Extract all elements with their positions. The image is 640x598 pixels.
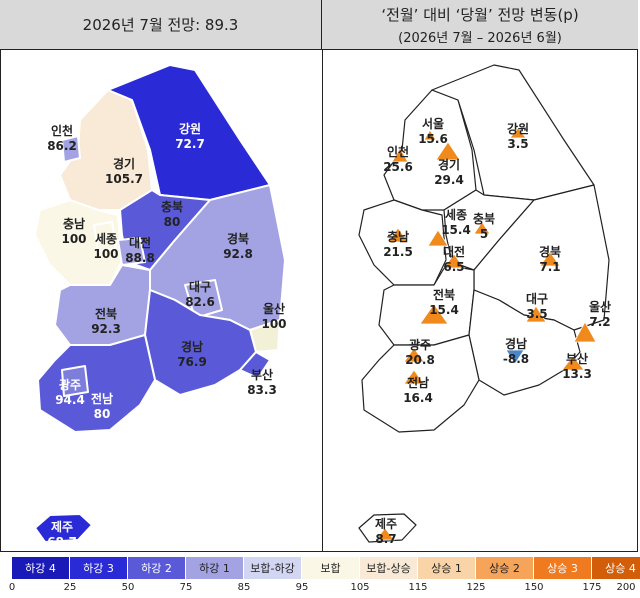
label-jeju: 제주 68.7 xyxy=(47,520,77,549)
region-daegu xyxy=(184,279,223,319)
legend: 하강 4 하강 3 하강 2 하강 1 보합-하강 보합 보합-상승 상승 1 … xyxy=(12,557,640,579)
marker-gyeonggi xyxy=(435,141,461,161)
left-panel-title: 2026년 7월 전망: 89.3 xyxy=(82,16,239,34)
legend-tick: 25 xyxy=(63,582,77,593)
marker-gyeongnam xyxy=(505,349,525,365)
legend-tick: 115 xyxy=(408,582,428,593)
legend-tick: 150 xyxy=(524,582,544,593)
label-daejeon: 대전 88.8 xyxy=(125,236,155,265)
rlabel-jeju: 제주 8.7 xyxy=(374,517,398,546)
marker-ulsan xyxy=(573,321,597,343)
label-chungbuk: 충북 80 xyxy=(160,200,184,229)
label-incheon: 인천 86.2 xyxy=(47,124,77,153)
right-change-map xyxy=(358,64,610,543)
legend-tick: 50 xyxy=(121,582,135,593)
legend-tick: 75 xyxy=(179,582,193,593)
right-region-jeju xyxy=(358,513,417,543)
marker-busan xyxy=(561,355,585,371)
marker-jeonnam xyxy=(403,369,425,385)
legend-tick: 95 xyxy=(295,582,309,593)
label-ulsan: 울산 100 xyxy=(261,302,287,331)
label-jeonnam: 전남 80 xyxy=(90,392,114,421)
rlabel-ulsan: 울산 7.2 xyxy=(588,300,612,329)
label-gwangju: 광주 94.4 xyxy=(55,378,85,407)
label-busan: 부산 83.3 xyxy=(247,368,277,397)
label-gyeonggi: 경기 105.7 xyxy=(105,157,143,186)
right-panel-subtitle: (2026년 7월 – 2026년 6월) xyxy=(398,30,562,46)
legend-item: 하강 2 xyxy=(128,557,186,579)
rlabel-chungnam: 충남 21.5 xyxy=(383,230,413,259)
marker-daegu xyxy=(525,305,547,323)
right-panel-header: ‘전월’ 대비 ‘당월’ 전망 변동(p) (2026년 7월 – 2026년 … xyxy=(322,0,638,50)
region-chungnam xyxy=(34,199,123,286)
rlabel-gwangju: 광주 20.8 xyxy=(405,338,435,367)
label-sejong: 세종 100 xyxy=(93,232,119,261)
legend-item: 하강 1 xyxy=(186,557,244,579)
legend-item: 상승 3 xyxy=(534,557,592,579)
legend-item: 하강 4 xyxy=(12,557,70,579)
marker-gangwon xyxy=(509,127,527,139)
legend-item: 보합-하강 xyxy=(244,557,302,579)
right-region-chungnam xyxy=(358,199,447,286)
right-panel-title: ‘전월’ 대비 ‘당월’ 전망 변동(p) xyxy=(381,5,579,24)
legend-item: 보합 xyxy=(302,557,360,579)
rlabel-gyeongbuk: 경북 7.1 xyxy=(538,245,562,274)
legend-item: 보합-상승 xyxy=(360,557,418,579)
legend-item: 상승 4 xyxy=(592,557,640,579)
marker-seoul xyxy=(423,129,437,141)
marker-jeonbuk xyxy=(419,303,449,325)
rlabel-incheon: 인천 25.6 xyxy=(383,145,413,174)
region-gwangju xyxy=(61,365,89,397)
label-daegu: 대구 82.6 xyxy=(185,280,215,309)
marker-chungnam xyxy=(387,227,409,243)
region-jeju xyxy=(34,513,93,543)
label-gyeongnam: 경남 76.9 xyxy=(177,340,207,369)
marker-jeju xyxy=(375,527,395,541)
region-sejong xyxy=(93,221,117,253)
legend-tick: 0 xyxy=(8,582,16,593)
rlabel-busan: 부산 13.3 xyxy=(562,352,592,381)
legend-ticks: 0 25 50 75 85 95 105 115 125 150 175 200 xyxy=(0,582,640,598)
marker-gyeongbuk xyxy=(539,251,561,267)
panel-divider xyxy=(322,50,323,552)
label-jeonbuk: 전북 92.3 xyxy=(91,307,121,336)
left-panel-header: 2026년 7월 전망: 89.3 xyxy=(0,0,322,50)
region-gyeongnam xyxy=(144,289,257,396)
rlabel-gangwon: 강원 3.5 xyxy=(506,122,530,151)
region-incheon xyxy=(61,135,81,163)
legend-tick: 200 xyxy=(616,582,636,593)
rlabel-jeonbuk: 전북 15.4 xyxy=(429,288,459,317)
legend-tick: 125 xyxy=(466,582,486,593)
marker-chungbuk xyxy=(473,221,491,235)
legend-tick: 85 xyxy=(237,582,251,593)
rlabel-chungbuk: 충북 5 xyxy=(472,212,496,241)
marker-incheon xyxy=(391,147,409,163)
legend-item: 상승 1 xyxy=(418,557,476,579)
marker-gwangju xyxy=(403,347,425,363)
rlabel-gyeonggi: 경기 29.4 xyxy=(434,158,464,187)
label-chungnam: 충남 100 xyxy=(61,217,87,246)
legend-item: 상승 2 xyxy=(476,557,534,579)
marker-daejeon xyxy=(443,253,465,269)
rlabel-seoul: 서울 15.6 xyxy=(418,117,448,146)
legend-item: 하강 3 xyxy=(70,557,128,579)
rlabel-daejeon: 대전 6.5 xyxy=(442,245,466,274)
legend-tick: 175 xyxy=(582,582,602,593)
label-gangwon: 강원 72.7 xyxy=(175,122,205,151)
region-jeonnam xyxy=(37,334,156,433)
rlabel-sejong: 세종 15.4 xyxy=(441,208,471,237)
rlabel-gyeongnam: 경남 -8.8 xyxy=(502,337,530,366)
region-busan xyxy=(239,351,271,379)
left-choropleth-map xyxy=(34,64,286,543)
region-daejeon xyxy=(117,237,146,266)
rlabel-jeonnam: 전남 16.4 xyxy=(403,376,433,405)
label-gyeongbuk: 경북 92.8 xyxy=(223,232,253,261)
marker-sejong xyxy=(427,229,449,247)
rlabel-daegu: 대구 3.5 xyxy=(525,292,549,321)
legend-tick: 105 xyxy=(350,582,370,593)
